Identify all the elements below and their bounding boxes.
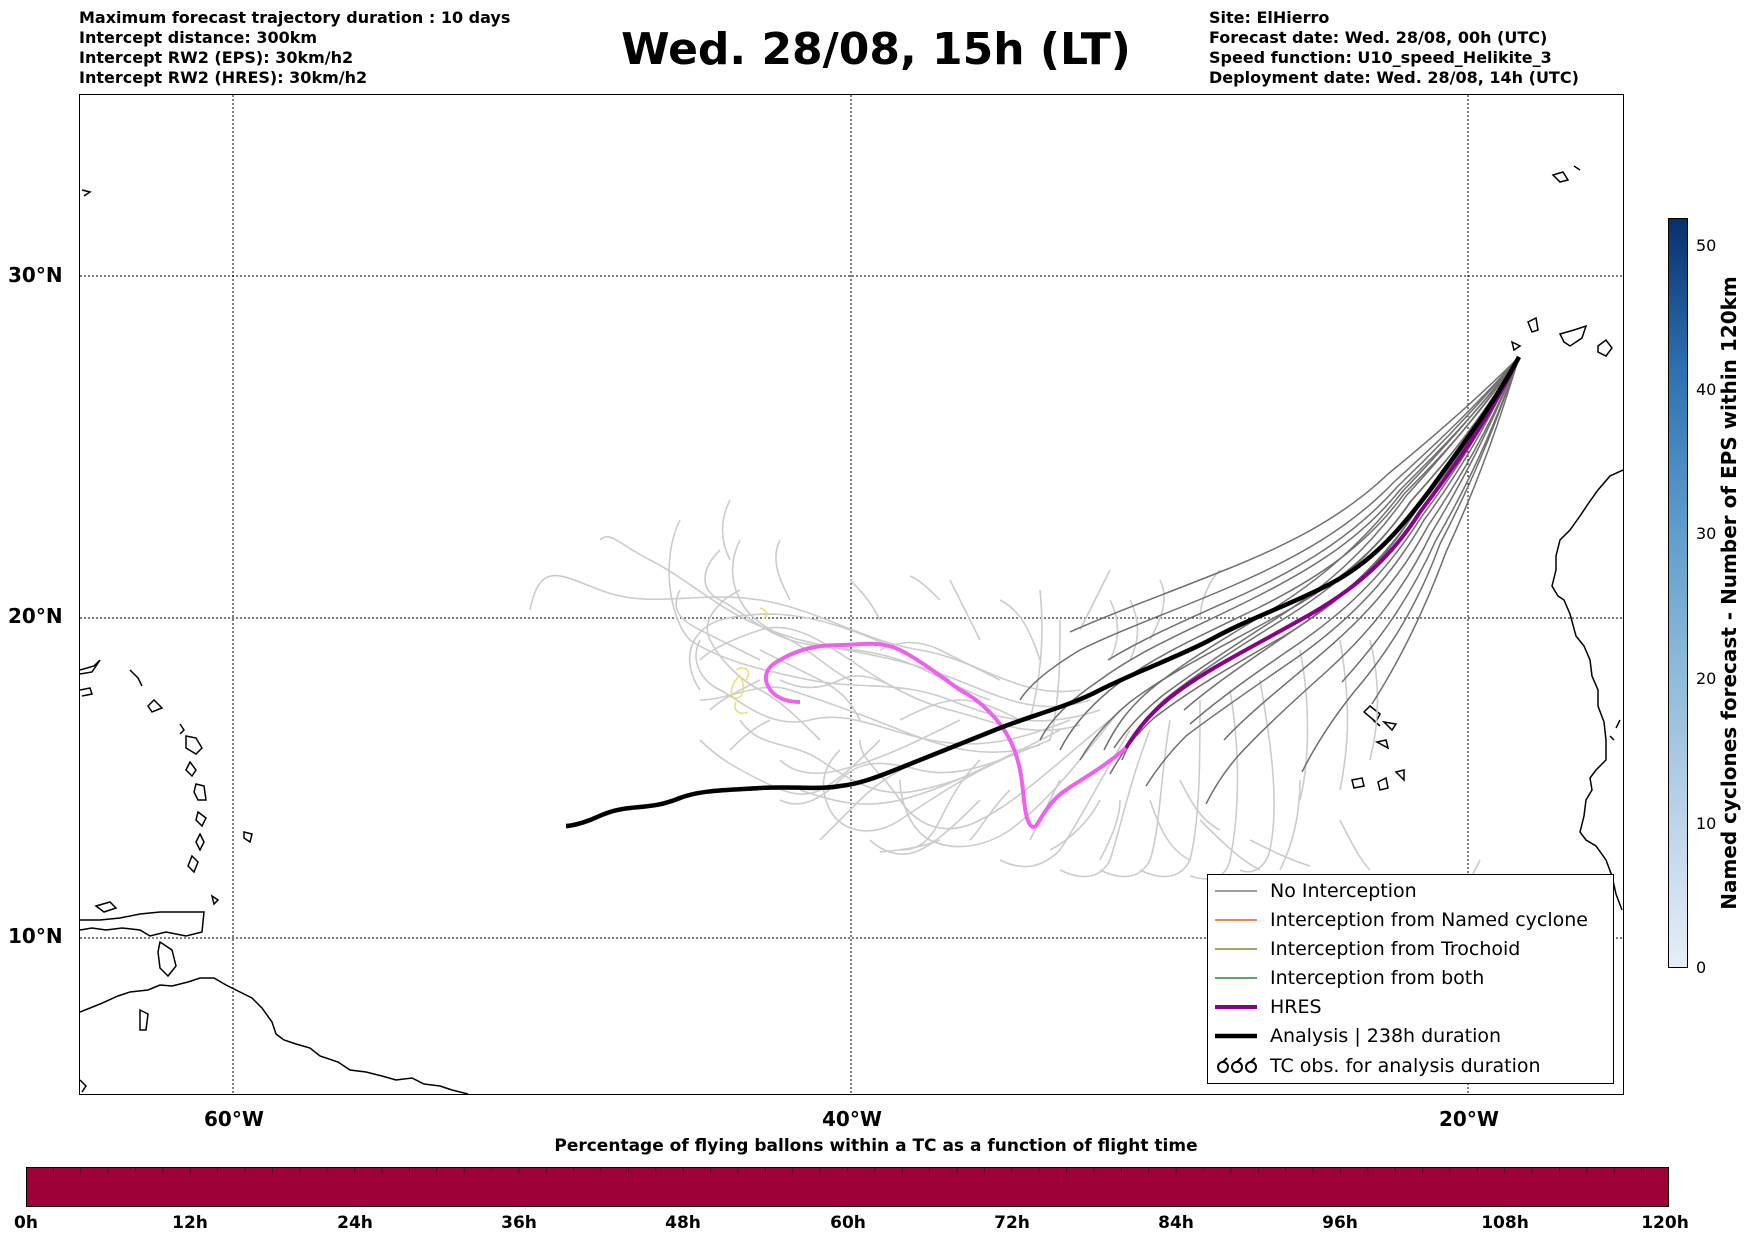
colorbar-tick: 40 xyxy=(1696,380,1717,399)
yellow-trajectories xyxy=(730,607,768,714)
colorbar-label: Named cyclones forecast - Number of EPS … xyxy=(1717,276,1741,910)
legend-item: Interception from Named cyclone xyxy=(1208,906,1613,935)
forecast-parameters: Maximum forecast trajectory duration : 1… xyxy=(79,8,510,88)
legend-item: HRES xyxy=(1208,993,1613,1022)
time-tick: 120h xyxy=(1641,1213,1689,1233)
param-line: Intercept RW2 (EPS): 30km/h2 xyxy=(79,48,354,67)
site-info: Site: ElHierro Forecast date: Wed. 28/08… xyxy=(1209,8,1579,88)
time-tick: 60h xyxy=(830,1213,866,1233)
percentage-bar xyxy=(26,1167,1669,1207)
lon-label: 40°W xyxy=(822,1107,882,1131)
param-line: Intercept distance: 300km xyxy=(79,28,318,47)
time-tick: 12h xyxy=(172,1213,208,1233)
legend-item: Interception from Trochoid xyxy=(1208,935,1613,964)
coastline xyxy=(80,165,1623,1094)
colorbar-tick: 20 xyxy=(1696,669,1717,688)
legend-item: TC obs. for analysis duration xyxy=(1208,1052,1613,1081)
analysis-trajectory xyxy=(565,355,1521,829)
param-line: Intercept RW2 (HRES): 30km/h2 xyxy=(79,68,368,87)
lat-label: 30°N xyxy=(8,263,63,287)
colorbar-tick: 10 xyxy=(1696,814,1717,833)
colorbar-tick: 0 xyxy=(1696,958,1707,977)
legend-item: Analysis | 238h duration xyxy=(1208,1022,1613,1051)
legend-label: Interception from Trochoid xyxy=(1270,938,1521,960)
time-tick: 84h xyxy=(1158,1213,1194,1233)
hres-trajectory xyxy=(763,356,1521,829)
cyclone-symbol-icon xyxy=(1217,1057,1257,1073)
time-tick: 108h xyxy=(1481,1213,1529,1233)
page-title: Wed. 28/08, 15h (LT) xyxy=(621,24,1131,75)
colorbar xyxy=(1668,218,1688,968)
time-tick: 24h xyxy=(337,1213,373,1233)
time-tick: 36h xyxy=(501,1213,537,1233)
colorbar-tick: 50 xyxy=(1696,236,1717,255)
info-line: Speed function: U10_speed_Helikite_3 xyxy=(1209,48,1552,67)
eps-trajectories xyxy=(529,499,1481,921)
info-line: Site: ElHierro xyxy=(1209,8,1330,27)
param-line: Maximum forecast trajectory duration : 1… xyxy=(79,8,511,27)
legend-label: Analysis | 238h duration xyxy=(1270,1025,1502,1047)
percentage-bar-title: Percentage of flying ballons within a TC… xyxy=(554,1136,1198,1156)
time-tick: 48h xyxy=(665,1213,701,1233)
lon-label: 20°W xyxy=(1439,1107,1499,1131)
lon-label: 60°W xyxy=(204,1107,264,1131)
time-tick: 72h xyxy=(994,1213,1030,1233)
info-line: Deployment date: Wed. 28/08, 14h (UTC) xyxy=(1209,68,1579,87)
legend-label: Interception from Named cyclone xyxy=(1270,909,1588,931)
time-tick: 96h xyxy=(1322,1213,1358,1233)
lat-label: 10°N xyxy=(8,924,63,948)
colorbar-tick: 30 xyxy=(1696,524,1717,543)
map-frame xyxy=(79,94,1624,1095)
time-tick: 0h xyxy=(14,1213,38,1233)
legend-label: No Interception xyxy=(1270,880,1417,902)
legend-item: Interception from both xyxy=(1208,964,1613,993)
lat-label: 20°N xyxy=(8,604,63,628)
legend-label: TC obs. for analysis duration xyxy=(1270,1055,1541,1077)
info-line: Forecast date: Wed. 28/08, 00h (UTC) xyxy=(1209,28,1548,47)
map-legend: No Interception Interception from Named … xyxy=(1207,874,1614,1084)
legend-item: No Interception xyxy=(1208,877,1613,906)
legend-label: Interception from both xyxy=(1270,967,1485,989)
legend-label: HRES xyxy=(1270,996,1322,1018)
